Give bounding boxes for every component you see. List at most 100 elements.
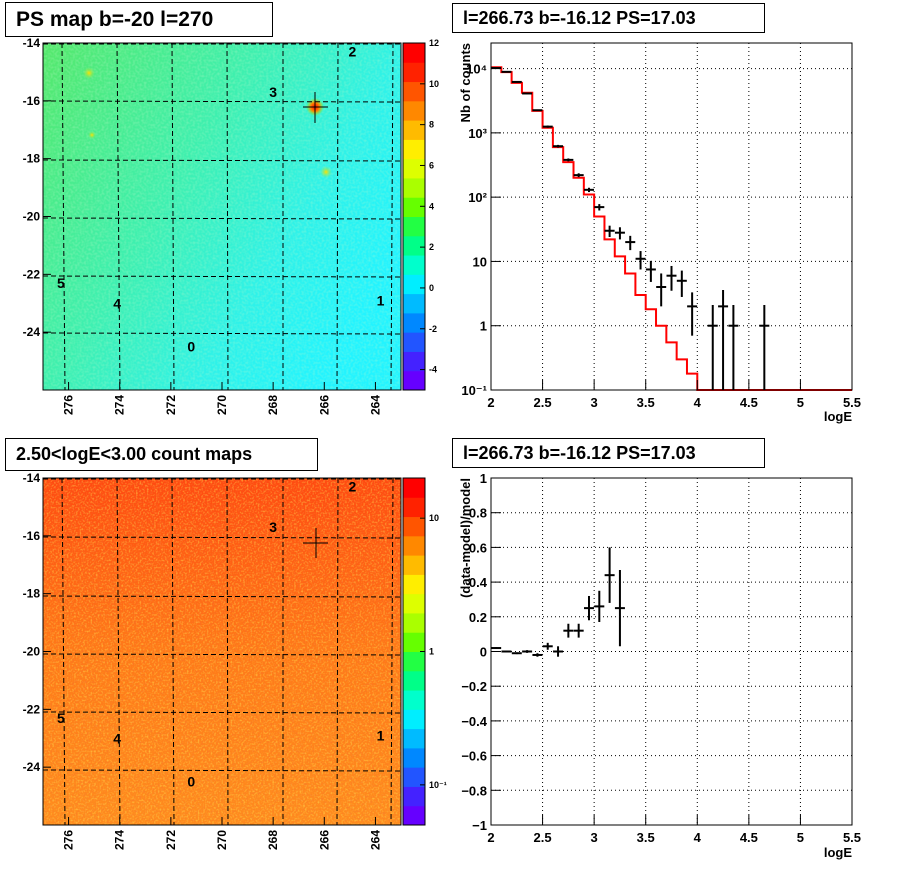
data-point [604, 225, 615, 237]
map-xtick-label: 270 [215, 830, 229, 850]
map-ytick-label: -14 [23, 471, 41, 485]
source-marker-label: 3 [269, 84, 277, 100]
ps-map-noise [43, 43, 401, 390]
residual-ytick-label: −0.2 [461, 679, 487, 694]
colorbar-tick-label: 10 [429, 513, 439, 523]
count-map-grid [42, 477, 402, 826]
map-xtick-label: 266 [317, 395, 331, 415]
residual-point [583, 595, 594, 621]
spectrum-xtick-label: 4 [694, 395, 702, 410]
map-xtick-label: 274 [113, 395, 127, 415]
residual-point [532, 653, 543, 657]
map-xtick-label: 270 [215, 395, 229, 415]
residual-point [501, 650, 512, 653]
residual-xtick-label: 4 [694, 830, 702, 845]
data-point [563, 158, 574, 162]
residual-point [542, 642, 553, 650]
residual-xtick-label: 4.5 [740, 830, 758, 845]
count-map-colorbar [402, 477, 426, 826]
map-xtick-label: 272 [164, 395, 178, 415]
residual-ytick-label: 0.2 [469, 610, 487, 625]
residual-xtick-label: 3 [591, 830, 598, 845]
spectrum-ytick-label: 10 [473, 254, 487, 269]
spectrum-ytick-label: 10³ [468, 126, 487, 141]
colorbar-segment [403, 728, 425, 749]
data-point [542, 125, 553, 128]
residual-xtick-label: 5.5 [843, 830, 861, 845]
colorbar-frame [402, 42, 426, 391]
spectrum-ytick-label: 10² [468, 190, 487, 205]
source-marker-label: 4 [113, 295, 121, 311]
colorbar-segment [403, 574, 425, 595]
colorbar-segment [403, 555, 425, 575]
colorbar-segment [403, 516, 425, 537]
data-point [553, 144, 564, 148]
colorbar-segment [403, 632, 425, 652]
colorbar-tick-label: 12 [429, 38, 439, 48]
map-xtick-label: 276 [62, 830, 76, 850]
source-marker-label: 1 [377, 727, 385, 743]
colorbar-segment [403, 332, 425, 352]
map-xtick-label: 268 [266, 395, 280, 415]
spectrum-plot-area [491, 43, 852, 390]
ps-map-colorbar [402, 42, 426, 391]
data-point [594, 204, 605, 211]
residual-ytick-label: 0.4 [469, 575, 488, 590]
map-xtick-label: 276 [62, 395, 76, 415]
map-xtick-label: 272 [164, 830, 178, 850]
colorbar-segment [403, 535, 425, 556]
map-ytick-label: -16 [23, 529, 41, 543]
residual-ytick-label: 0 [480, 645, 487, 660]
colorbar-segment [403, 312, 425, 333]
data-point [718, 289, 729, 390]
residual-point [522, 650, 533, 653]
data-point [511, 80, 522, 83]
data-point [635, 251, 646, 270]
map-ytick-label: -20 [23, 645, 41, 659]
spectrum-ytick-label: 1 [480, 319, 487, 334]
residual-ytick-label: 1 [480, 471, 487, 486]
colorbar-segment [403, 670, 425, 691]
map-ytick-label: -22 [23, 267, 41, 281]
colorbar-segment [403, 62, 425, 83]
spectrum-ytick-label: 10⁻¹ [461, 383, 487, 398]
colorbar-segment [403, 197, 425, 217]
spectrum-xtick-label: 2.5 [534, 395, 552, 410]
colorbar-segment [403, 139, 425, 160]
spectrum-xlabel: logE [824, 409, 852, 424]
residual-xtick-label: 2.5 [534, 830, 552, 845]
map-ytick-label: -18 [23, 152, 41, 166]
ps-map-hotspot-4 [88, 131, 96, 139]
colorbar-segment [403, 100, 425, 121]
residual-point [553, 646, 564, 657]
colorbar-segment [403, 274, 425, 295]
spectrum-ylabel: Nb of counts [458, 43, 473, 122]
residual-xtick-label: 2 [487, 830, 494, 845]
data-point [573, 173, 584, 178]
colorbar-segment [403, 81, 425, 102]
count-map-panel: -14 -16 -18 -20 -22 -24 276 274 272 270 268 266 264 2… [23, 471, 447, 850]
data-point [532, 109, 543, 112]
map-xtick-label: 266 [317, 830, 331, 850]
colorbar-segment [403, 370, 425, 391]
count-map-noise-red [43, 478, 401, 825]
colorbar-segment [403, 786, 425, 807]
data-point [676, 270, 687, 297]
colorbar-segment [403, 747, 425, 768]
data-point [501, 70, 512, 73]
source-marker-label: 0 [187, 339, 195, 355]
colorbar-segment [403, 690, 425, 710]
spectrum-panel: 2 2.5 3 3.5 4 4.5 5 5.5 10⁴ 10³ 10² 10 1 10⁻¹ logE Nb… [458, 42, 861, 424]
source-marker-label: 4 [113, 730, 121, 746]
spectrum-xtick-label: 3.5 [637, 395, 655, 410]
data-point [583, 187, 594, 193]
spectrum-frame [490, 42, 853, 391]
map-xtick-label: 268 [266, 830, 280, 850]
map-ytick-label: -24 [23, 325, 41, 339]
residual-point [511, 652, 522, 655]
source-marker-label: 2 [349, 44, 357, 60]
colorbar-segment [403, 478, 425, 498]
residual-ytick-label: −1 [472, 818, 487, 833]
